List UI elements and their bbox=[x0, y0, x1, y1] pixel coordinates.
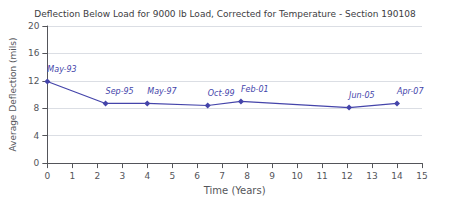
svg-text:Deflection Below Load for 9000: Deflection Below Load for 9000 lb Load, … bbox=[34, 9, 416, 19]
svg-text:12: 12 bbox=[28, 76, 39, 86]
svg-text:Jun-05: Jun-05 bbox=[347, 91, 375, 100]
svg-text:Oct-99: Oct-99 bbox=[208, 89, 235, 98]
svg-text:8: 8 bbox=[244, 171, 250, 181]
svg-text:0: 0 bbox=[34, 158, 40, 168]
svg-text:8: 8 bbox=[34, 103, 40, 113]
svg-text:0: 0 bbox=[44, 171, 50, 181]
svg-text:May-93: May-93 bbox=[47, 65, 76, 74]
svg-text:20: 20 bbox=[28, 21, 40, 31]
svg-text:10: 10 bbox=[291, 171, 303, 181]
svg-text:3: 3 bbox=[119, 171, 125, 181]
svg-text:Feb-01: Feb-01 bbox=[241, 85, 269, 94]
svg-text:14: 14 bbox=[391, 171, 403, 181]
svg-text:2: 2 bbox=[94, 171, 100, 181]
svg-text:Average Deflection (mils): Average Deflection (mils) bbox=[8, 38, 18, 152]
svg-text:12: 12 bbox=[341, 171, 352, 181]
svg-text:May-97: May-97 bbox=[147, 87, 177, 96]
svg-text:Time (Years): Time (Years) bbox=[203, 185, 266, 196]
svg-text:15: 15 bbox=[416, 171, 427, 181]
svg-text:1: 1 bbox=[69, 171, 75, 181]
svg-text:13: 13 bbox=[366, 171, 377, 181]
svg-text:16: 16 bbox=[28, 48, 40, 58]
svg-text:Sep-95: Sep-95 bbox=[106, 87, 134, 96]
svg-text:6: 6 bbox=[194, 171, 200, 181]
svg-text:11: 11 bbox=[316, 171, 327, 181]
svg-text:9: 9 bbox=[269, 171, 275, 181]
svg-text:4: 4 bbox=[144, 171, 150, 181]
svg-text:Apr-07: Apr-07 bbox=[396, 87, 424, 96]
svg-text:7: 7 bbox=[219, 171, 225, 181]
svg-text:4: 4 bbox=[34, 131, 40, 141]
svg-text:5: 5 bbox=[169, 171, 175, 181]
